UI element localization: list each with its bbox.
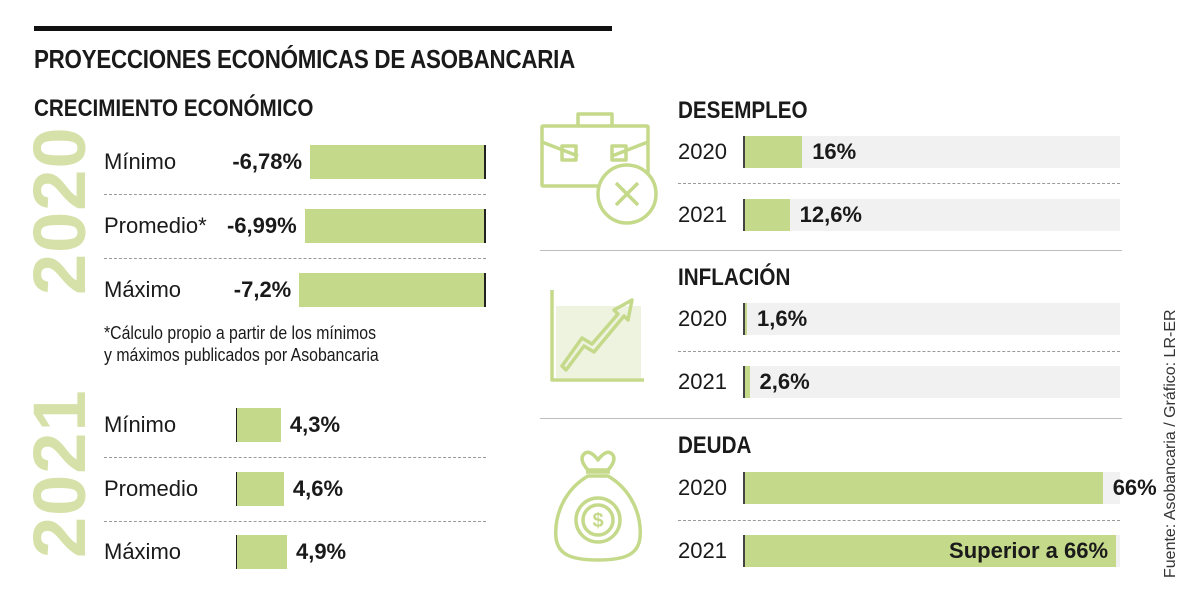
footnote: *Cálculo propio a partir de los mínimos … <box>104 322 379 366</box>
year-label: 2021 <box>678 369 727 394</box>
row-label: Mínimo <box>104 149 177 174</box>
trend-up-icon <box>550 290 644 382</box>
bar-2021-2 <box>237 535 287 569</box>
year-label: 2020 <box>678 306 727 331</box>
title-rule <box>34 26 612 31</box>
bar-axis <box>743 303 745 335</box>
row-divider <box>104 258 486 259</box>
row-divider <box>678 520 1120 521</box>
bar-track <box>743 366 1120 398</box>
money-bag-icon: $ <box>554 450 642 562</box>
page-title: PROYECCIONES ECONÓMICAS DE ASOBANCARIA <box>34 44 575 74</box>
footnote-line-2: y máximos publicados por Asobancaria <box>104 345 379 365</box>
section-title-crecimiento: CRECIMIENTO ECONÓMICO <box>34 95 314 122</box>
bar-axis <box>484 209 486 243</box>
row-label: Mínimo <box>104 412 177 437</box>
bar-axis <box>484 145 486 179</box>
value-label: 4,9% <box>295 539 347 564</box>
row-divider <box>678 351 1120 352</box>
value-label: -6,99% <box>226 213 297 238</box>
year-watermark-2021: 2021 <box>18 389 101 558</box>
section-divider <box>540 250 1122 251</box>
source-credit: Fuente: Asobancaria / Gráfico: LR-ER <box>1162 309 1179 578</box>
footnote-line-1: *Cálculo propio a partir de los mínimos <box>104 323 377 343</box>
value-label: -7,2% <box>233 277 292 302</box>
row-divider <box>104 457 486 458</box>
bar-track <box>743 136 1120 168</box>
bar-track <box>743 303 1120 335</box>
value-label: 4,6% <box>292 476 344 501</box>
bar-2020-2 <box>299 273 485 307</box>
bar-axis <box>484 273 486 307</box>
row-divider <box>678 183 1120 184</box>
bar-axis <box>743 199 745 231</box>
value-label: 1,6% <box>757 306 808 331</box>
value-label: 16% <box>812 139 857 164</box>
year-label: 2020 <box>678 139 727 164</box>
bar-inflación-2020 <box>743 303 747 335</box>
bar-deuda-2020 <box>743 472 1103 504</box>
value-label: 12,6% <box>799 202 862 227</box>
year-label: 2021 <box>678 202 727 227</box>
section-title-desempleo: DESEMPLEO <box>678 97 808 124</box>
bar-2020-0 <box>310 145 485 179</box>
bar-axis <box>743 535 745 567</box>
section-divider <box>540 418 1122 419</box>
row-label: Promedio <box>104 476 199 501</box>
value-label: -6,78% <box>232 149 303 174</box>
row-divider <box>104 194 486 195</box>
year-label: 2020 <box>678 475 727 500</box>
row-label: Máximo <box>104 277 182 302</box>
svg-text:$: $ <box>592 510 603 532</box>
year-label: 2021 <box>678 538 727 563</box>
value-label: 2,6% <box>759 369 810 394</box>
row-label: Promedio* <box>104 213 207 238</box>
value-label: Superior a 66% <box>949 538 1108 563</box>
value-label: 4,3% <box>289 412 341 437</box>
bar-desempleo-2020 <box>743 136 803 168</box>
section-title-deuda: DEUDA <box>678 432 752 459</box>
row-label: Máximo <box>104 539 182 564</box>
bar-2021-0 <box>237 408 281 442</box>
bar-inflación-2021 <box>743 366 750 398</box>
bar-desempleo-2021 <box>743 199 790 231</box>
briefcase-x-icon <box>540 112 658 225</box>
value-label: 66% <box>1112 475 1157 500</box>
bar-deuda-2021 <box>743 535 1117 567</box>
bar-track <box>743 199 1120 231</box>
section-title-inflacion: INFLACIÓN <box>678 264 791 291</box>
bar-axis <box>743 472 745 504</box>
bar-2020-1 <box>304 209 485 243</box>
bar-axis <box>743 136 745 168</box>
bar-axis <box>743 366 745 398</box>
year-watermark-2020: 2020 <box>18 126 101 295</box>
row-divider <box>104 521 486 522</box>
bar-2021-1 <box>237 472 284 506</box>
